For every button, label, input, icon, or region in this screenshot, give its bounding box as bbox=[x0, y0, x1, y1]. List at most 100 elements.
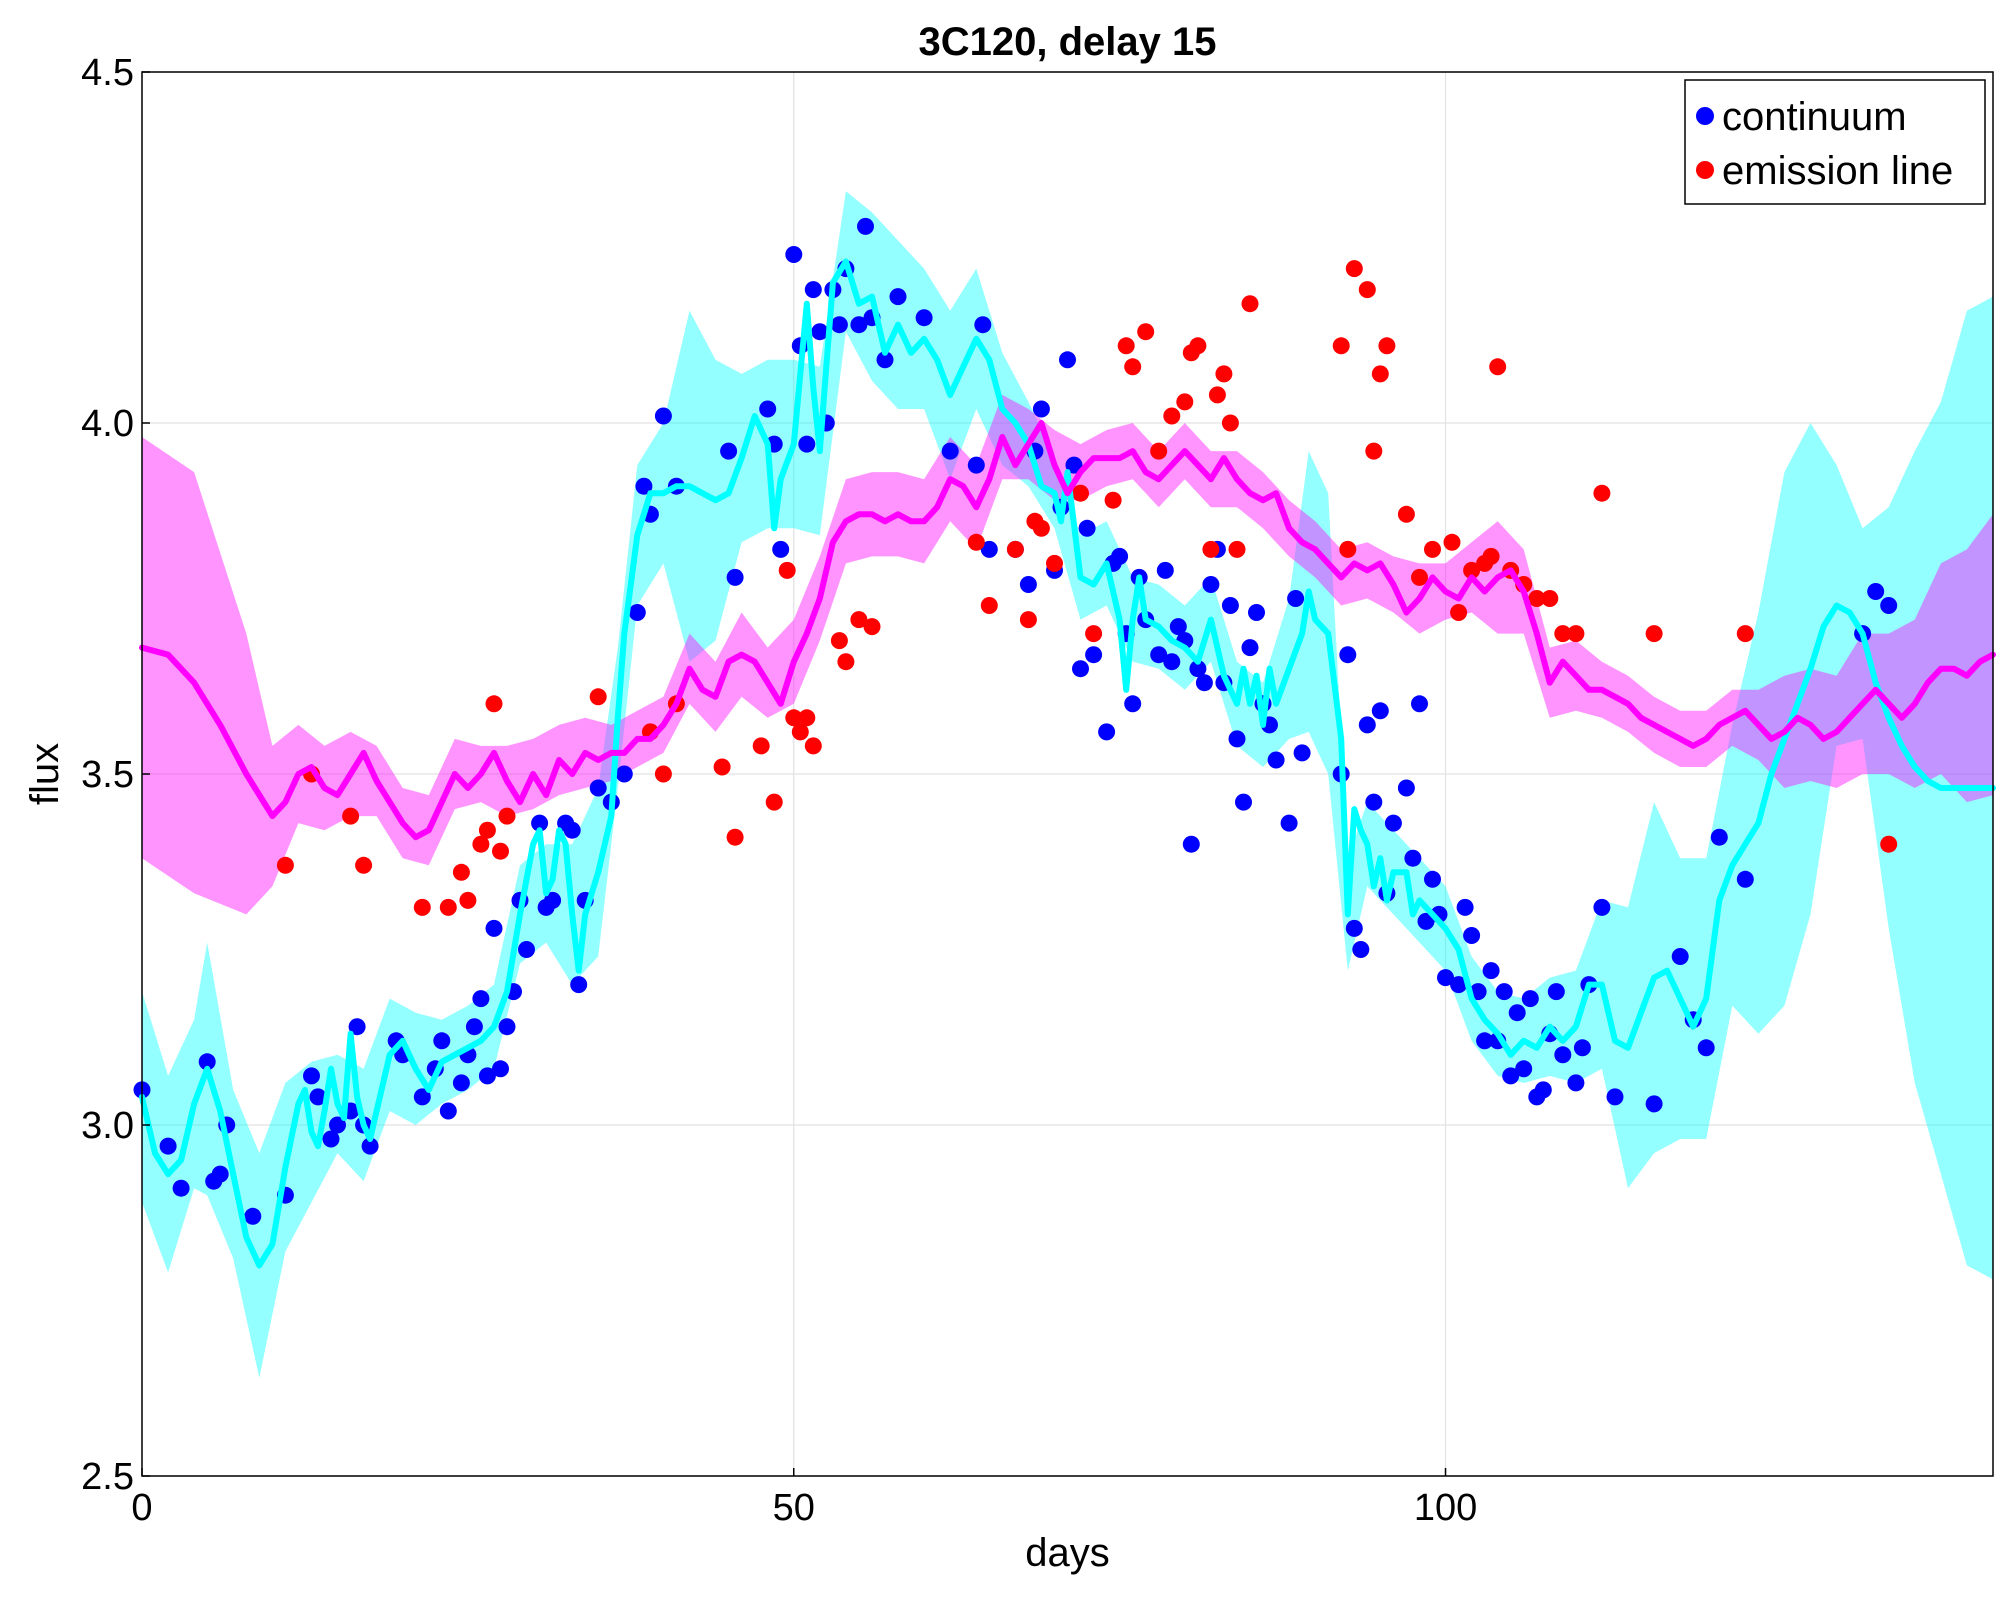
data-point bbox=[433, 1032, 451, 1050]
data-point bbox=[1541, 590, 1559, 607]
data-point bbox=[889, 288, 907, 306]
data-point bbox=[1482, 962, 1500, 980]
data-point bbox=[1424, 870, 1441, 888]
data-point bbox=[1880, 835, 1898, 853]
confidence-bands bbox=[142, 191, 1993, 1378]
data-point bbox=[1437, 969, 1454, 987]
data-point bbox=[1124, 358, 1142, 376]
grid bbox=[141, 71, 1993, 1477]
data-point bbox=[830, 632, 848, 650]
data-point bbox=[472, 990, 490, 1008]
data-point bbox=[439, 898, 457, 916]
data-point bbox=[589, 779, 607, 797]
data-point bbox=[811, 323, 829, 341]
data-point bbox=[1059, 351, 1076, 369]
x-tick-label: 50 bbox=[773, 1487, 815, 1529]
axis-ticks: 0 50 100 2.5 3.0 3.5 4.0 4.5 bbox=[81, 52, 1477, 1529]
data-point bbox=[1241, 295, 1259, 313]
data-point bbox=[1280, 814, 1298, 832]
data-point bbox=[1137, 323, 1155, 341]
data-point bbox=[1482, 547, 1500, 565]
data-point bbox=[1411, 568, 1428, 586]
data-point bbox=[1221, 414, 1239, 432]
data-point bbox=[804, 281, 822, 299]
data-point bbox=[1176, 393, 1194, 411]
data-point bbox=[1697, 1039, 1715, 1057]
y-tick-label: 4.0 bbox=[81, 403, 134, 445]
data-point bbox=[1019, 576, 1037, 593]
data-point bbox=[1215, 365, 1233, 383]
legend-marker-continuum bbox=[1696, 107, 1714, 125]
data-point bbox=[1502, 1067, 1520, 1085]
data-point bbox=[1156, 561, 1174, 579]
data-point bbox=[980, 540, 998, 558]
data-point bbox=[791, 723, 809, 741]
data-point bbox=[1072, 660, 1089, 678]
data-point bbox=[478, 821, 496, 839]
data-point bbox=[1573, 1039, 1591, 1057]
data-point bbox=[1567, 625, 1585, 643]
data-point bbox=[172, 1179, 190, 1197]
data-point bbox=[628, 604, 646, 621]
data-point bbox=[563, 821, 581, 839]
data-point bbox=[980, 597, 998, 614]
data-point bbox=[1228, 730, 1246, 748]
data-point bbox=[1645, 625, 1663, 643]
data-point bbox=[1710, 828, 1728, 846]
data-point bbox=[1332, 337, 1350, 355]
data-point bbox=[498, 807, 516, 825]
data-point bbox=[159, 1137, 177, 1155]
data-point bbox=[1384, 814, 1402, 832]
data-point bbox=[1182, 835, 1200, 853]
data-point bbox=[915, 309, 933, 327]
y-tick-label: 2.5 bbox=[81, 1456, 134, 1498]
data-point bbox=[1032, 519, 1050, 537]
data-point bbox=[1593, 484, 1611, 502]
data-point bbox=[1287, 590, 1305, 607]
data-point bbox=[1450, 604, 1468, 621]
data-point bbox=[837, 653, 855, 671]
data-point bbox=[1489, 358, 1507, 376]
data-point bbox=[857, 217, 874, 235]
y-tick-label: 4.5 bbox=[81, 52, 134, 94]
y-tick-label: 3.5 bbox=[81, 754, 134, 796]
data-point bbox=[1463, 561, 1481, 579]
data-point bbox=[1521, 990, 1539, 1008]
data-point bbox=[1736, 625, 1754, 643]
data-point bbox=[1235, 793, 1252, 811]
data-point bbox=[1065, 456, 1083, 474]
data-point bbox=[465, 1018, 483, 1036]
data-point bbox=[1365, 793, 1383, 811]
data-point bbox=[1554, 1046, 1572, 1064]
data-point bbox=[244, 1207, 262, 1225]
data-point bbox=[830, 316, 848, 334]
data-point bbox=[355, 856, 373, 874]
data-point bbox=[1534, 1081, 1552, 1099]
data-point bbox=[1078, 519, 1096, 537]
data-point bbox=[1358, 716, 1376, 734]
data-point bbox=[485, 919, 503, 937]
data-point bbox=[967, 533, 985, 551]
data-point bbox=[570, 976, 588, 994]
data-point bbox=[778, 561, 796, 579]
data-point bbox=[863, 618, 881, 636]
data-point bbox=[1867, 583, 1885, 600]
data-point bbox=[1124, 695, 1142, 713]
data-point bbox=[1169, 618, 1187, 636]
data-point bbox=[1019, 611, 1037, 629]
data-point bbox=[785, 709, 803, 727]
data-point bbox=[1163, 407, 1181, 425]
data-point bbox=[211, 1165, 229, 1183]
data-point bbox=[361, 1137, 379, 1155]
data-point bbox=[1202, 540, 1220, 558]
data-point bbox=[413, 1088, 431, 1106]
data-point bbox=[276, 856, 294, 874]
data-point bbox=[452, 1074, 470, 1092]
data-point bbox=[544, 891, 562, 909]
data-point bbox=[1593, 898, 1611, 916]
data-point bbox=[1554, 625, 1572, 643]
data-point bbox=[1476, 1032, 1494, 1050]
data-point bbox=[876, 351, 894, 369]
data-point bbox=[726, 568, 744, 586]
